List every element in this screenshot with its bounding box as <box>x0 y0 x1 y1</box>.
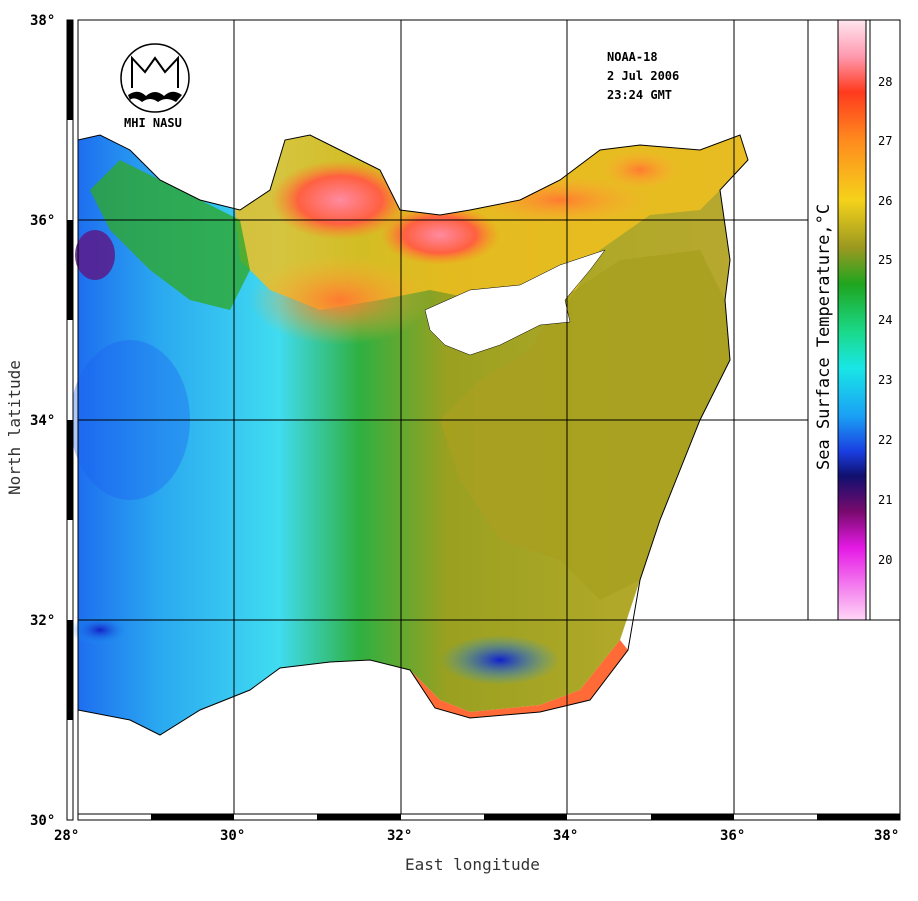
coastline <box>77 134 749 736</box>
colorbar-tick-28: 28 <box>878 75 892 89</box>
y-tick-30: 30° <box>30 813 55 829</box>
y-tick-38: 38° <box>30 13 55 29</box>
x-tick-32: 32° <box>387 828 412 844</box>
colorbar-gradient <box>837 19 867 621</box>
bottom-scale-bar <box>77 813 901 821</box>
colorbar-title: Sea Surface Temperature,°C <box>814 204 834 470</box>
x-tick-38: 38° <box>874 828 899 844</box>
mhi-nasu-logo: MHI NASU <box>120 43 190 130</box>
colorbar-tick-20: 20 <box>878 553 892 567</box>
y-tick-32: 32° <box>30 613 55 629</box>
graticule <box>78 20 900 820</box>
colorbar-tick-23: 23 <box>878 373 892 387</box>
pass-time: 23:24 GMT <box>607 88 672 102</box>
x-axis-title: East longitude <box>405 855 540 874</box>
x-tick-36: 36° <box>720 828 745 844</box>
colorbar-tick-21: 21 <box>878 493 892 507</box>
land-levant <box>628 190 808 620</box>
colorbar-tick-27: 27 <box>878 134 892 148</box>
land-turkey <box>78 20 808 220</box>
colorbar-tick-24: 24 <box>878 313 892 327</box>
colorbar-tick-26: 26 <box>878 194 892 208</box>
pass-date: 2 Jul 2006 <box>607 69 679 83</box>
y-axis-title: North latitude <box>5 360 24 495</box>
colorbar-tick-22: 22 <box>878 433 892 447</box>
x-tick-28: 28° <box>54 828 79 844</box>
logo-caption: MHI NASU <box>124 116 182 130</box>
satellite-name: NOAA-18 <box>607 50 658 64</box>
y-tick-34: 34° <box>30 413 55 429</box>
y-tick-36: 36° <box>30 213 55 229</box>
x-tick-34: 34° <box>553 828 578 844</box>
colorbar: 28 27 26 25 24 23 22 21 20 Sea Surface T… <box>814 19 892 621</box>
land-egypt <box>78 620 808 820</box>
x-tick-30: 30° <box>220 828 245 844</box>
left-scale-bar <box>66 19 74 821</box>
colorbar-tick-25: 25 <box>878 253 892 267</box>
